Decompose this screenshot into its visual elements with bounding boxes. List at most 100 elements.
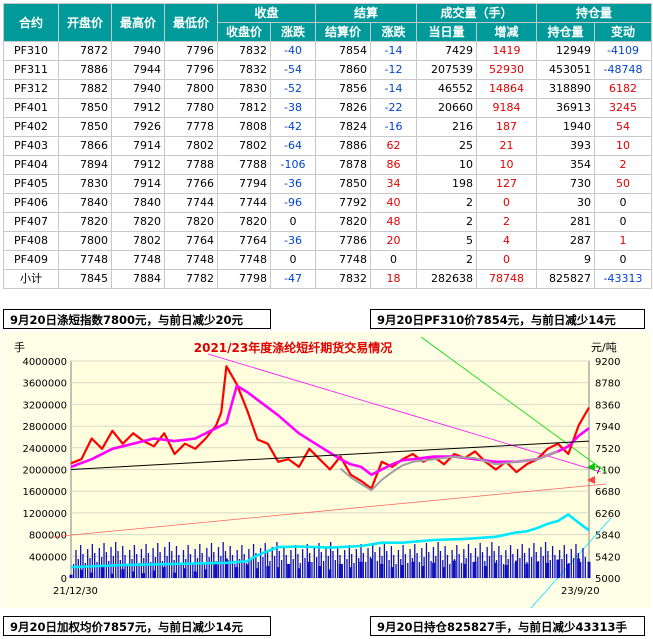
table-row: PF405 7830 7914 7766 7794 -36 7850 34 198 127 730 5…	[3, 174, 652, 194]
cell-close-chg: -40	[270, 41, 316, 61]
volume-bar	[213, 552, 215, 578]
volume-bar	[582, 548, 584, 578]
volume-bar	[143, 558, 145, 578]
volume-bar	[369, 558, 373, 578]
volume-bar	[161, 561, 164, 578]
volume-bar	[572, 558, 575, 578]
volume-bar	[379, 547, 381, 578]
cell-close: 7832	[217, 60, 271, 80]
cell-oi-chg: 0	[594, 193, 652, 213]
left-tick-label: 800000	[29, 531, 67, 542]
cell-vol: 25	[416, 136, 477, 156]
futures-chart: 4000000 9200 3600000 8780 3200000 8360 2800000…	[1, 332, 651, 608]
cell-open: 7840	[58, 193, 112, 213]
cell-vol: 216	[416, 117, 477, 137]
volume-bar	[192, 563, 194, 578]
volume-bar	[297, 554, 299, 578]
diag-green	[420, 336, 607, 473]
volume-bar	[234, 564, 236, 578]
volume-bar	[565, 554, 568, 578]
cell-high: 7914	[111, 136, 165, 156]
volume-bar	[477, 557, 479, 578]
cell-open: 7886	[58, 60, 112, 80]
volume-bar	[514, 563, 516, 578]
volume-bar	[77, 559, 79, 578]
cell-close: 7764	[217, 231, 271, 251]
cell-close-chg: -64	[270, 136, 316, 156]
volume-bar	[442, 567, 446, 578]
header-volume-group: 成交量（手）	[416, 3, 537, 23]
volume-bar	[308, 553, 311, 578]
volume-bar	[474, 548, 477, 578]
cell-low: 7796	[164, 60, 218, 80]
volume-bar	[432, 547, 435, 578]
cell-low: 7800	[164, 79, 218, 99]
volume-bar	[451, 550, 453, 578]
volume-bar	[479, 543, 481, 578]
header-oi: 持仓量	[536, 22, 595, 42]
volume-bar	[124, 555, 126, 578]
cell-settle-chg: -22	[370, 98, 417, 118]
volume-bar	[570, 549, 572, 578]
volume-bar	[519, 558, 521, 578]
cell-settle: 7824	[315, 117, 371, 137]
volume-bar	[103, 543, 105, 578]
volume-bar	[494, 562, 498, 578]
right-tick-label: 6260	[595, 509, 620, 520]
volume-bar	[346, 559, 348, 578]
volume-bar	[299, 563, 301, 578]
volume-bar	[152, 570, 156, 578]
volume-bar	[446, 555, 449, 578]
cell-settle: 7856	[315, 79, 371, 99]
volume-bar	[301, 549, 304, 578]
volume-bar	[98, 548, 100, 578]
left-tick-label: 2800000	[22, 422, 67, 433]
volume-bar	[69, 574, 73, 578]
cell-low: 7788	[164, 155, 218, 175]
cell-high: 7884	[111, 269, 165, 289]
right-tick-label: 8360	[595, 400, 620, 411]
volume-bar	[367, 548, 369, 578]
left-tick-label: 3200000	[22, 400, 67, 411]
cell-contract: PF312	[3, 79, 59, 99]
cell-vol: 2	[416, 250, 477, 270]
cell-open: 7748	[58, 250, 112, 270]
volume-bar	[110, 573, 114, 578]
volume-bar	[509, 545, 512, 578]
cell-close: 7802	[217, 136, 271, 156]
cell-oi: 825827	[536, 269, 595, 289]
cell-oi-chg: 54	[594, 117, 652, 137]
cell-close-chg: -42	[270, 117, 316, 137]
left-tick-label: 0	[61, 574, 67, 585]
volume-bar	[311, 562, 313, 578]
table-row: PF404 7894 7912 7788 7788 -106 7878 86 10 10 354 2	[3, 155, 652, 175]
volume-bar	[173, 560, 175, 578]
volume-bar	[442, 560, 444, 578]
cell-contract: PF311	[3, 60, 59, 80]
cell-contract: PF406	[3, 193, 59, 213]
cell-settle: 7820	[315, 212, 371, 232]
cell-open: 7872	[58, 41, 112, 61]
left-unit-label: 手	[14, 340, 25, 354]
header-vol: 当日量	[416, 22, 477, 42]
volume-bar	[402, 545, 404, 578]
volume-bar	[554, 555, 556, 578]
volume-bar	[507, 559, 509, 578]
cell-vol: 10	[416, 155, 477, 175]
volume-bar	[495, 560, 498, 578]
right-unit-label: 元/吨	[591, 341, 617, 354]
volume-bar	[278, 551, 280, 578]
cell-oi-chg: -48748	[594, 60, 652, 80]
volume-bar	[393, 555, 395, 578]
volume-bar	[266, 552, 269, 578]
volume-bar	[404, 554, 407, 578]
volume-bar	[542, 556, 544, 578]
cell-oi: 287	[536, 231, 595, 251]
volume-bar	[255, 553, 257, 578]
cell-vol: 282638	[416, 269, 477, 289]
volume-bar	[306, 544, 308, 578]
diag-red	[50, 483, 607, 538]
cell-low: 7778	[164, 117, 218, 137]
volume-bar	[259, 548, 262, 578]
header-open: 开盘价	[58, 3, 112, 42]
